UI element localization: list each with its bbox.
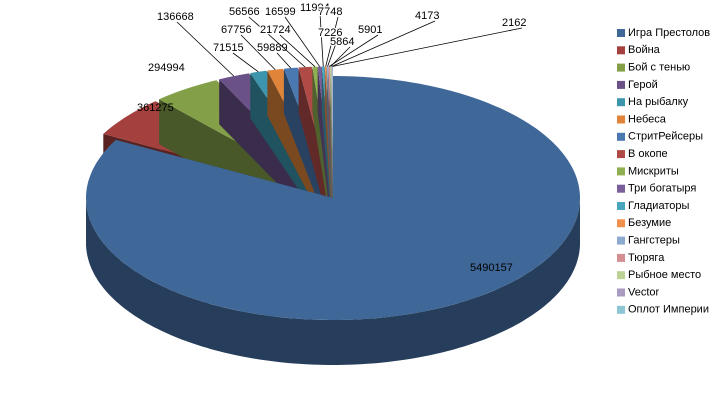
legend-label: Небеса xyxy=(628,113,667,125)
slice-top xyxy=(331,66,333,189)
legend-swatch xyxy=(617,236,625,245)
slice-top xyxy=(332,66,333,189)
legend-label: Рыбное место xyxy=(628,269,701,281)
legend-label: Бой с тенью xyxy=(628,62,690,74)
data-label: 5490157 xyxy=(470,262,513,274)
legend-label: Тюряга xyxy=(628,252,665,264)
legend-swatch xyxy=(617,219,625,228)
legend-swatch xyxy=(617,184,625,193)
legend-swatch xyxy=(617,80,625,89)
leader-line xyxy=(240,34,276,70)
legend-label: Оплот Империи xyxy=(628,304,709,316)
slice-wall xyxy=(283,68,331,234)
leader-line xyxy=(319,12,324,67)
slice-wall xyxy=(321,66,333,234)
leader-line xyxy=(327,37,339,67)
leader-line xyxy=(232,52,259,73)
data-label: 4173 xyxy=(415,10,439,22)
legend-swatch xyxy=(617,305,625,314)
legend-label: Три богатыря xyxy=(628,183,696,195)
leader-line xyxy=(331,20,436,67)
legend-swatch xyxy=(617,98,625,107)
legend-swatch xyxy=(617,63,625,72)
leader-line xyxy=(330,46,351,67)
data-label: 11994 xyxy=(300,2,330,14)
slice-top xyxy=(86,76,580,320)
legend-label: Герой xyxy=(628,79,658,91)
slice-wall xyxy=(332,66,333,234)
legend-label: Гангстеры xyxy=(628,235,680,247)
legend-swatch xyxy=(617,202,625,210)
legend-swatch xyxy=(617,150,625,159)
legend-label: Война xyxy=(628,44,661,56)
legend-label: Мискриты xyxy=(628,165,679,177)
slice xyxy=(332,66,333,234)
slice-side xyxy=(86,198,580,365)
legend-label: Гладиаторы xyxy=(628,200,689,212)
data-label: 21724 xyxy=(260,24,291,36)
slice xyxy=(86,76,580,365)
slice-wall xyxy=(331,66,333,234)
legend-swatch xyxy=(617,167,625,176)
data-label: 5864 xyxy=(330,36,354,48)
data-label: 7226 xyxy=(318,27,342,39)
slice-wall xyxy=(328,66,333,234)
data-label: 361275 xyxy=(137,102,174,114)
slice-wall xyxy=(326,66,333,234)
legend-label: СтритРейсеры xyxy=(628,131,703,143)
slice-wall xyxy=(298,67,332,234)
legend-swatch xyxy=(617,253,625,262)
legend-label: Vector xyxy=(628,286,660,298)
leader-line xyxy=(332,27,523,67)
leader-line xyxy=(325,16,339,67)
leader-line xyxy=(279,34,316,68)
legend-swatch xyxy=(617,46,625,55)
data-label: 56566 xyxy=(229,6,260,18)
leader-line xyxy=(329,34,379,67)
data-label: 136668 xyxy=(157,11,194,23)
leader-line xyxy=(248,16,306,68)
data-label: 5901 xyxy=(358,24,382,36)
legend-label: Безумие xyxy=(628,217,671,229)
data-label: 2162 xyxy=(502,17,526,29)
legend-swatch xyxy=(617,115,625,124)
slice-wall xyxy=(330,66,333,234)
data-label: 294994 xyxy=(148,62,185,74)
legend-swatch xyxy=(617,29,625,37)
legend-label: В окопе xyxy=(628,148,668,160)
legend-swatch xyxy=(617,288,625,297)
legend-label: На рыбалку xyxy=(628,96,689,108)
data-label: 71515 xyxy=(213,42,244,54)
data-label: 16599 xyxy=(265,6,296,18)
data-label: 7748 xyxy=(318,6,342,18)
legend-swatch xyxy=(617,132,625,141)
legend: Игра Престолов Война Бой с тенью Герой На ры… xyxy=(617,27,710,316)
legend-swatch xyxy=(617,271,625,280)
data-label: 67756 xyxy=(221,24,252,36)
legend-label: Игра Престолов xyxy=(628,27,710,39)
slice-top xyxy=(330,66,333,189)
data-label: 59889 xyxy=(257,42,288,54)
leader-line xyxy=(276,52,292,69)
leader-line xyxy=(176,21,235,77)
leader-line xyxy=(284,16,321,67)
